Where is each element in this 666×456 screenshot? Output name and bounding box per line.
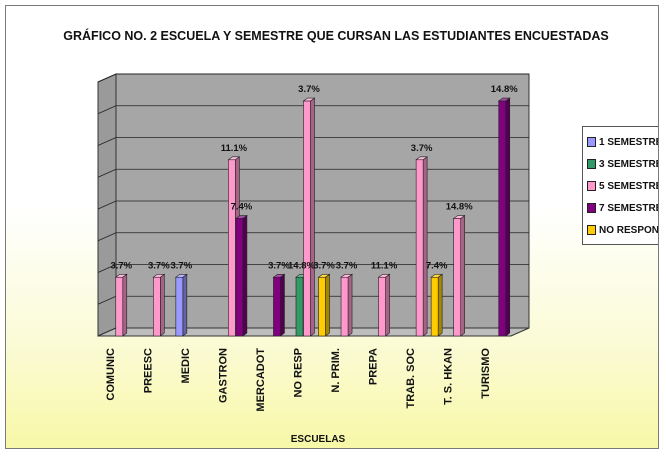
bar-side (280, 273, 285, 337)
data-label: 7.4% (426, 260, 448, 271)
legend-item: 1 SEMESTRE (587, 131, 659, 153)
bar-trab-soc-5-semestre (415, 156, 429, 337)
bar-front (115, 276, 124, 337)
x-tick-label: PREPA (368, 348, 380, 385)
bar-preesc-5-semestre (152, 273, 166, 337)
gridline-side (97, 295, 117, 305)
bar-side (347, 273, 353, 337)
x-tick-label: COMUNIC (105, 348, 117, 401)
bar-front (430, 276, 439, 337)
gridline-side (97, 105, 117, 115)
data-label: 7.4% (231, 202, 253, 213)
bar-side (460, 214, 465, 337)
bar-front (295, 276, 304, 337)
bar-front (273, 276, 281, 337)
bar-side (385, 273, 390, 337)
legend-label: NO RESPONDIO (599, 224, 659, 236)
x-tick-label: MERCADOT (255, 348, 267, 412)
bar-side (422, 156, 428, 337)
bar-front (498, 100, 507, 337)
bar-front (378, 276, 386, 337)
bar-side (182, 273, 188, 337)
chart-title: GRÁFICO NO. 2 ESCUELA Y SEMESTRE QUE CUR… (63, 28, 608, 43)
bar-trab-soc-no-respondio (430, 273, 444, 337)
gridline-side (97, 200, 117, 210)
bar-chart: GRÁFICO NO. 2 ESCUELA Y SEMESTRE QUE CUR… (63, 28, 608, 445)
x-tick-label: NO RESP (292, 348, 304, 398)
bar-side (160, 273, 165, 337)
gridline-side (97, 73, 117, 83)
data-label: 14.8% (491, 84, 518, 95)
bar-side (325, 273, 330, 337)
data-label: 14.8% (446, 202, 473, 213)
bar-front (318, 276, 326, 337)
legend: 1 SEMESTRE 3 SEMESTRE 5 SEMESTRE 7 SEMESTRE… (582, 126, 659, 245)
x-tick-label: T. S. HKAN (443, 348, 455, 405)
data-label: 3.7% (298, 84, 320, 95)
chart-frame: GRÁFICO NO. 2 ESCUELA Y SEMESTRE QUE CUR… (5, 5, 659, 449)
x-tick-label: PREESC (142, 348, 154, 393)
gridline-side (97, 232, 117, 242)
legend-label: 3 SEMESTRE (599, 158, 659, 170)
bar-front (235, 218, 244, 337)
legend-item: 7 SEMESTRE (587, 197, 659, 219)
bar-prepa-5-semestre (377, 273, 391, 337)
bar-front (340, 276, 349, 337)
bar-front (303, 100, 311, 337)
x-axis-ticks: COMUNIC PREESC MEDIC GASTRON MERCADOT NO RESP… (105, 348, 492, 412)
bar-turismo-7-semestre (497, 97, 511, 337)
bars-group (114, 97, 511, 337)
x-tick-label: TRAB. SOC (405, 348, 417, 409)
legend-swatch (587, 159, 596, 169)
bar-side (310, 97, 315, 337)
bar-no-resp-no-respondio (317, 273, 331, 337)
bar-t-s-hkan-5-semestre (452, 214, 466, 337)
bar-front (228, 159, 236, 337)
bar-medic-1-semestre (174, 273, 188, 337)
data-label: 14.8% (288, 260, 315, 271)
bar-front (175, 276, 184, 337)
data-label: 3.7% (268, 260, 290, 271)
bar-no-resp-5-semestre (302, 97, 316, 337)
x-axis-label: ESCUELAS (291, 434, 346, 445)
bar-comunic-5-semestre (114, 273, 128, 337)
data-label: 11.1% (221, 143, 248, 154)
legend-label: 7 SEMESTRE (599, 202, 659, 214)
bar-front (453, 218, 461, 337)
bar-side (437, 273, 443, 337)
legend-item: NO RESPONDIO (587, 219, 659, 241)
bar-n-prim--5-semestre (340, 273, 353, 337)
legend-item: 5 SEMESTRE (587, 175, 659, 197)
legend-label: 1 SEMESTRE (599, 136, 659, 148)
data-label: 3.7% (110, 260, 132, 271)
bar-front (153, 276, 161, 337)
x-tick-label: MEDIC (180, 348, 192, 384)
bar-mercadot-7-semestre (272, 273, 286, 337)
gridline-side (97, 168, 117, 178)
bar-front (415, 159, 424, 337)
legend-swatch (587, 225, 596, 235)
gridline-side (97, 137, 117, 146)
x-tick-label: GASTRON (217, 348, 229, 403)
bar-side (122, 273, 128, 337)
x-tick-label: TURISMO (480, 348, 492, 399)
data-label: 3.7% (411, 143, 433, 154)
bar-side (242, 214, 248, 337)
bar-side (505, 97, 511, 337)
legend-item: 3 SEMESTRE (587, 153, 659, 175)
data-label: 3.7% (313, 260, 335, 271)
data-label: 11.1% (371, 260, 398, 271)
bar-gastron-7-semestre (235, 214, 248, 337)
data-label: 3.7% (148, 260, 170, 271)
legend-swatch (587, 181, 596, 191)
legend-label: 5 SEMESTRE (599, 180, 659, 192)
data-labels-group: 3.7% 3.7% 3.7%11.1%7.4%3.7%14.8%3.7%3.7% 3.… (110, 84, 518, 271)
data-label: 3.7% (171, 260, 193, 271)
gridline-side (97, 264, 117, 273)
legend-swatch (587, 137, 596, 147)
x-tick-label: N. PRIM. (330, 348, 342, 393)
data-label: 3.7% (336, 260, 358, 271)
legend-swatch (587, 203, 596, 213)
